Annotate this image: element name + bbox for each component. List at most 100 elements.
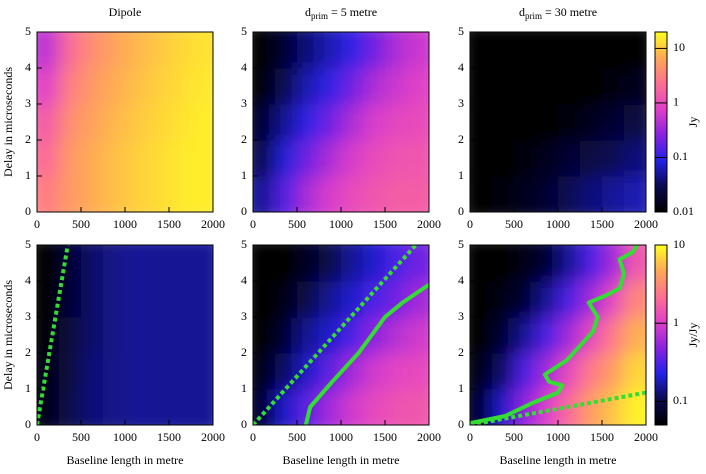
heatmap-cell <box>385 281 408 318</box>
y-tick-label: 2 <box>241 345 247 359</box>
heatmap-cell <box>59 353 82 390</box>
x-tick-label: 1000 <box>329 217 353 231</box>
heatmap-cell <box>514 68 537 105</box>
heatmap-cell <box>147 281 170 318</box>
x-tick-label: 500 <box>505 217 523 231</box>
heatmap-cell <box>191 317 213 354</box>
y-tick-label: 3 <box>241 309 247 323</box>
y-tick-label: 4 <box>25 273 31 287</box>
heatmap-cell <box>514 317 537 354</box>
heatmap-cell <box>275 245 298 282</box>
heatmap-cell <box>407 353 429 390</box>
heatmap-cell <box>147 389 170 425</box>
heatmap-cell <box>558 245 581 282</box>
title-text: = 5 metre <box>328 5 377 19</box>
y-axis-label: Delay in microseconds <box>1 67 15 177</box>
heatmap-cell <box>602 317 625 354</box>
colorbar-tick-label: 0.1 <box>673 149 688 163</box>
y-tick-label: 0 <box>458 417 464 431</box>
heatmap-cell <box>341 32 364 69</box>
heatmap-cell <box>103 353 126 390</box>
heatmap-cell <box>341 281 364 318</box>
heatmap-cell <box>470 353 493 390</box>
x-tick-label: 1500 <box>157 217 181 231</box>
heatmap-cell <box>275 389 298 425</box>
heatmap-cell <box>103 104 126 141</box>
heatmap-cell <box>191 32 213 69</box>
heatmap-cell <box>275 281 298 318</box>
heatmap-cell <box>59 317 82 354</box>
heatmap-cell <box>81 104 104 141</box>
heatmap-cell <box>59 140 82 177</box>
heatmap-cell <box>470 32 493 69</box>
heatmap-cell <box>147 140 170 177</box>
heatmap-cell <box>341 317 364 354</box>
y-tick-label: 3 <box>25 96 31 110</box>
heatmap-cell <box>580 176 603 212</box>
heatmap-cell <box>407 104 429 141</box>
heatmap-cell <box>125 68 148 105</box>
title-text: d <box>519 5 525 19</box>
heatmap-cell <box>514 104 537 141</box>
heatmap-cell <box>492 68 515 105</box>
heatmap-cell <box>363 281 386 318</box>
y-tick-label: 3 <box>458 96 464 110</box>
heatmap-cell <box>297 317 320 354</box>
heatmap-cell <box>514 140 537 177</box>
heatmap-cell <box>103 32 126 69</box>
heatmap-cell <box>297 140 320 177</box>
heatmap-cell <box>470 389 493 425</box>
y-tick-label: 2 <box>241 132 247 146</box>
x-tick-label: 1500 <box>590 430 614 444</box>
heatmap-cell <box>624 281 646 318</box>
heatmap-cell <box>319 104 342 141</box>
colorbar-tick-label: 10 <box>673 237 685 251</box>
x-tick-label: 1000 <box>546 217 570 231</box>
heatmap-cell <box>492 281 515 318</box>
x-tick-label: 0 <box>467 217 473 231</box>
heatmap-cell <box>602 176 625 212</box>
heatmap-cell <box>580 140 603 177</box>
y-tick-label: 2 <box>25 132 31 146</box>
x-axis-label: Baseline length in metre <box>67 453 184 467</box>
x-tick-label: 0 <box>250 217 256 231</box>
heatmap-cell <box>169 281 192 318</box>
heatmap-cell <box>81 317 104 354</box>
heatmap-cell <box>297 281 320 318</box>
heatmap-cell <box>319 32 342 69</box>
heatmap-cell <box>59 68 82 105</box>
heatmap-cell <box>624 353 646 390</box>
heatmap-cell <box>147 32 170 69</box>
heatmap-cell <box>81 281 104 318</box>
x-tick-label: 2000 <box>201 217 225 231</box>
heatmap-cell <box>191 140 213 177</box>
heatmap-cell <box>125 176 148 212</box>
heatmap-cell <box>191 389 213 425</box>
heatmap <box>37 32 213 212</box>
heatmap-cell <box>492 317 515 354</box>
y-axis-label: Delay in microseconds <box>1 280 15 390</box>
heatmap-cell <box>580 68 603 105</box>
heatmap-cell <box>275 317 298 354</box>
heatmap-cell <box>580 353 603 390</box>
y-tick-label: 1 <box>25 381 31 395</box>
heatmap-cell <box>363 389 386 425</box>
heatmap-cell <box>492 245 515 282</box>
heatmap-cell <box>191 104 213 141</box>
heatmap-cell <box>253 68 276 105</box>
y-tick-label: 5 <box>241 237 247 251</box>
contour-line <box>37 245 70 425</box>
y-tick-label: 5 <box>241 24 247 38</box>
x-tick-label: 1000 <box>546 430 570 444</box>
y-tick-label: 3 <box>458 309 464 323</box>
heatmap-cell <box>59 281 82 318</box>
heatmap-cell <box>275 140 298 177</box>
x-tick-label: 1500 <box>373 430 397 444</box>
heatmap-cell <box>602 32 625 69</box>
heatmap-cells <box>253 32 429 212</box>
y-tick-label: 4 <box>458 60 464 74</box>
heatmap-cell <box>59 176 82 212</box>
heatmap-cell <box>169 32 192 69</box>
x-tick-label: 1000 <box>113 217 137 231</box>
heatmap-cell <box>191 353 213 390</box>
